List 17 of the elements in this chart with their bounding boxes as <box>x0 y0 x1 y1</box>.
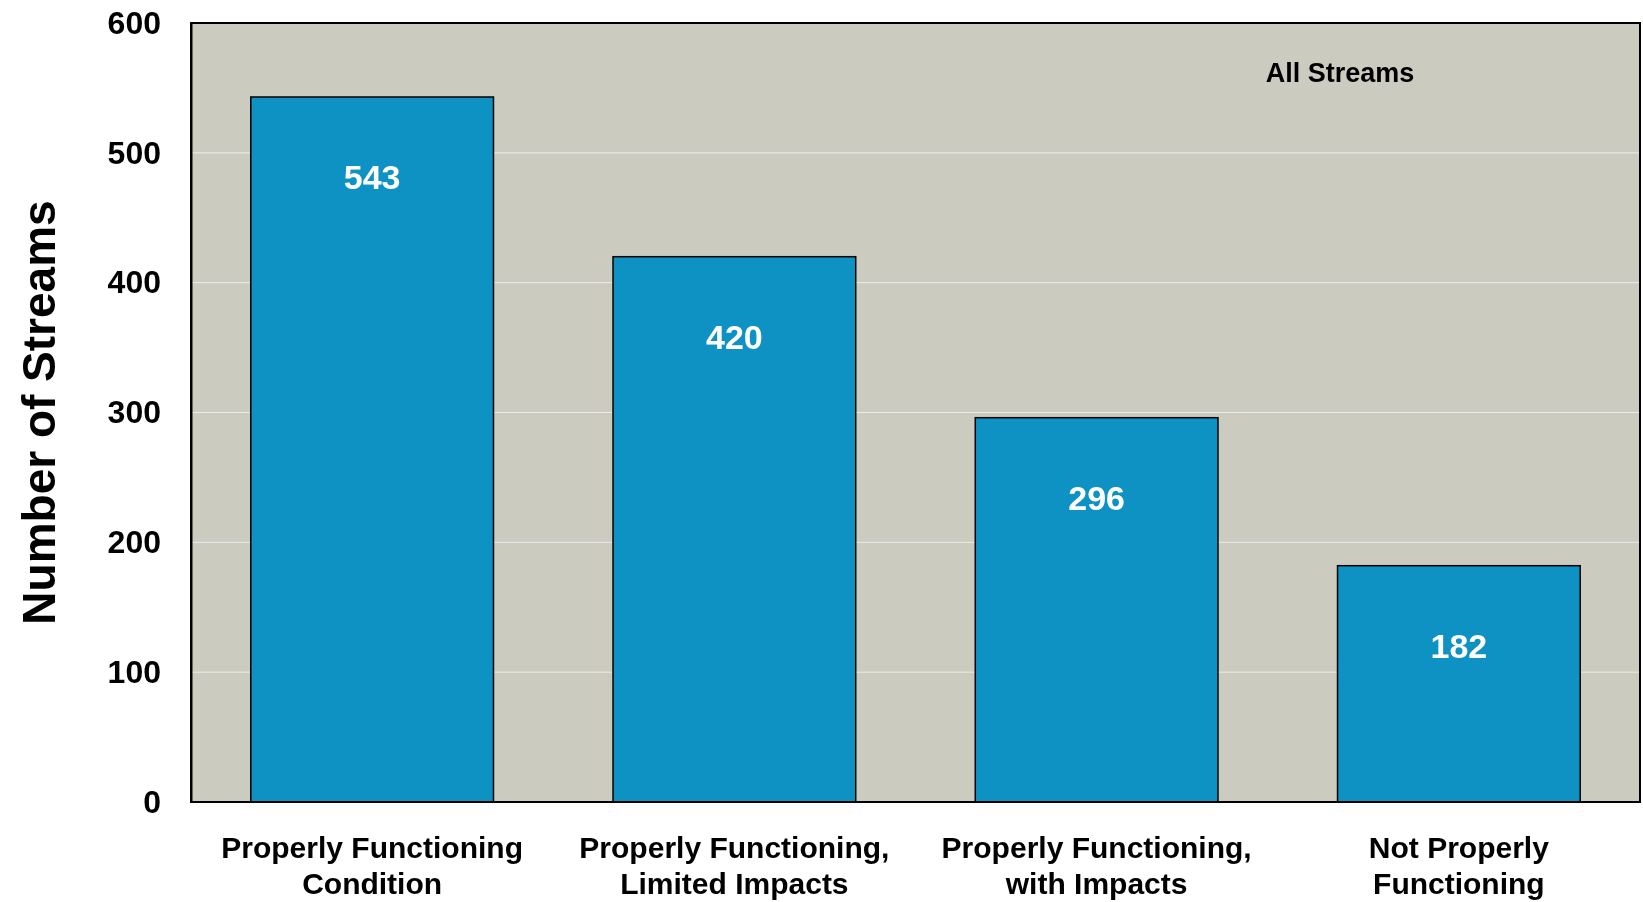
x-tick-label: Properly Functioning Condition <box>221 831 523 900</box>
data-label: 420 <box>706 317 763 356</box>
x-tick-label: Properly Functioning, with Impacts <box>941 831 1252 900</box>
data-label: 182 <box>1430 626 1488 665</box>
y-tick-label: 400 <box>107 264 161 301</box>
y-tick-label: 600 <box>107 4 161 41</box>
x-tick-label: Properly Functioning, Limited Impacts <box>579 831 890 900</box>
data-label: 296 <box>1068 478 1125 517</box>
y-tick-label: 0 <box>143 783 161 820</box>
y-tick-label: 200 <box>107 524 161 561</box>
y-tick-label: 100 <box>107 653 161 690</box>
data-label: 543 <box>343 158 401 197</box>
annotation: All Streams <box>1265 58 1415 88</box>
y-tick-label: 500 <box>107 134 161 171</box>
x-tick-label: Not Properly Functioning <box>1368 831 1550 900</box>
y-axis-title: Number of Streams <box>13 200 65 625</box>
y-tick-label: 300 <box>107 394 161 431</box>
